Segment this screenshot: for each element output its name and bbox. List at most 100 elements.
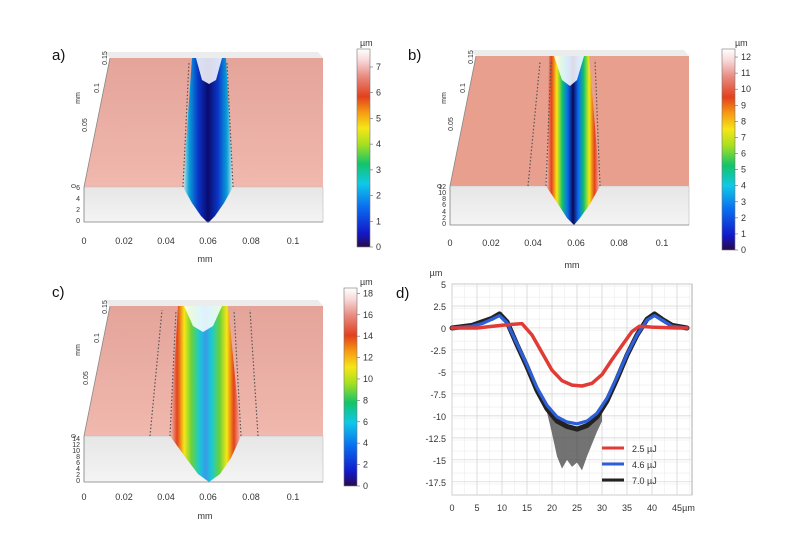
y-axis-label: mm bbox=[75, 92, 82, 104]
y-tick: 0 bbox=[71, 184, 78, 188]
y-axis-line bbox=[83, 305, 111, 437]
y-axis-line bbox=[449, 55, 477, 187]
legend-label: 4.6 µJ bbox=[632, 460, 657, 470]
colorbar-tick-label: 8 bbox=[363, 395, 368, 405]
colorbar-gradient bbox=[721, 48, 736, 251]
panel-a-label: a) bbox=[52, 47, 65, 64]
x-tick: 0 bbox=[81, 492, 86, 502]
y-tick-label: -5 bbox=[438, 368, 446, 378]
y-tick-label: -15 bbox=[433, 456, 446, 466]
y-tick: 0.1 bbox=[460, 83, 467, 93]
colorbar-tick-label: 2 bbox=[376, 191, 381, 201]
colorbar-tick-label: 5 bbox=[376, 113, 381, 123]
y-tick-label: -2.5 bbox=[430, 346, 446, 356]
colorbar-tick-label: 7 bbox=[376, 62, 381, 72]
z-tick: 4 bbox=[76, 196, 80, 203]
z-tick: 4 bbox=[76, 466, 80, 473]
x-tick-label: 45 bbox=[672, 503, 682, 513]
colorbar-unit: µm bbox=[360, 38, 373, 48]
y-tick: 0.1 bbox=[94, 83, 101, 93]
colorbar-tick-label: 7 bbox=[741, 132, 746, 142]
ablation-groove bbox=[170, 306, 241, 482]
z-tick: 0 bbox=[76, 478, 80, 485]
z-tick: 14 bbox=[72, 436, 80, 443]
colorbar-tick-label: 6 bbox=[376, 88, 381, 98]
z-tick: 8 bbox=[442, 196, 446, 203]
colorbar-a: µm 0 1 2 3 4 5 6 7 bbox=[356, 38, 381, 252]
groove-highlight bbox=[184, 306, 222, 332]
colorbar-tick-label: 18 bbox=[363, 288, 373, 298]
y-tick-label: 2.5 bbox=[433, 302, 446, 312]
panel-d-label: d) bbox=[396, 285, 409, 302]
x-tick: 0 bbox=[447, 238, 452, 248]
colorbar-tick-label: 12 bbox=[741, 52, 751, 62]
z-tick: 12 bbox=[438, 184, 446, 191]
z-tick: 0 bbox=[76, 218, 80, 225]
x-axis-label: mm bbox=[198, 511, 213, 521]
x-tick: 0.02 bbox=[482, 238, 500, 248]
panel-b-label: b) bbox=[408, 47, 421, 64]
x-tick: 0.08 bbox=[610, 238, 628, 248]
y-tick: 0.05 bbox=[83, 371, 90, 385]
colorbar-tick-label: 0 bbox=[363, 481, 368, 491]
z-tick: 6 bbox=[442, 202, 446, 209]
colorbar-tick-label: 2 bbox=[363, 460, 368, 470]
z-tick: 2 bbox=[76, 472, 80, 479]
x-tick-label: 35 bbox=[622, 503, 632, 513]
x-tick: 0.06 bbox=[199, 236, 217, 246]
colorbar-gradient bbox=[343, 287, 358, 487]
colorbar-tick-label: 4 bbox=[363, 438, 368, 448]
y-unit-label: µm bbox=[430, 268, 443, 278]
x-axis-label: mm bbox=[565, 260, 580, 270]
y-tick-label: 0 bbox=[441, 324, 446, 334]
legend-label: 7.0 µJ bbox=[632, 476, 657, 486]
colorbar-tick-label: 9 bbox=[741, 100, 746, 110]
panel-b: b) 0 0.02 0.04 0.06 0.08 0.1 mm 0 0.05 0… bbox=[408, 38, 751, 270]
colorbar-tick-label: 0 bbox=[376, 242, 381, 252]
colorbar-tick-label: 6 bbox=[363, 417, 368, 427]
y-tick: 0.15 bbox=[468, 50, 475, 64]
x-tick: 0.04 bbox=[157, 492, 175, 502]
groove-edge-debris bbox=[149, 309, 259, 437]
profile-chart: 0 5 10 15 20 25 30 35 40 45 µm 5 2.5 0 -2.5 -5 -7.5 -10 -1… bbox=[425, 280, 694, 513]
z-tick: 6 bbox=[76, 185, 80, 192]
colorbar-tick-label: 11 bbox=[741, 68, 750, 78]
colorbar-tick-label: 6 bbox=[741, 149, 746, 159]
colorbar-tick-label: 12 bbox=[363, 353, 373, 363]
colorbar-unit: µm bbox=[735, 38, 748, 48]
colorbar-tick-label: 3 bbox=[376, 165, 381, 175]
series-line-0 bbox=[450, 321, 689, 388]
y-tick: 0.1 bbox=[94, 333, 101, 343]
y-axis-line bbox=[83, 57, 111, 188]
y-tick-label: -17.5 bbox=[425, 478, 446, 488]
colorbar-tick-label: 10 bbox=[363, 374, 373, 384]
surface-back-rim bbox=[104, 52, 323, 58]
x-tick-label: 15 bbox=[522, 503, 532, 513]
x-tick: 0.08 bbox=[242, 492, 260, 502]
y-tick: 0 bbox=[71, 434, 78, 438]
colorbar-tick-label: 2 bbox=[741, 213, 746, 223]
colorbar-tick-label: 4 bbox=[741, 181, 746, 191]
colorbar-gradient bbox=[356, 48, 371, 248]
colorbar-unit: µm bbox=[360, 277, 373, 287]
y-tick: 0 bbox=[437, 184, 444, 188]
colorbar-tick-label: 4 bbox=[376, 139, 381, 149]
y-tick-label: 5 bbox=[441, 280, 446, 290]
colorbar-tick-label: 1 bbox=[741, 229, 746, 239]
x-tick-label: 0 bbox=[449, 503, 454, 513]
x-tick: 0.1 bbox=[287, 492, 300, 502]
x-tick: 0.04 bbox=[157, 236, 175, 246]
z-tick: 2 bbox=[76, 207, 80, 214]
y-tick: 0.05 bbox=[448, 117, 455, 131]
x-tick: 0.04 bbox=[524, 238, 542, 248]
y-tick-label: -12.5 bbox=[425, 434, 446, 444]
x-tick: 0.08 bbox=[242, 236, 260, 246]
colorbar-tick-label: 5 bbox=[741, 165, 746, 175]
colorbar-tick-label: 16 bbox=[363, 310, 373, 320]
colorbar-tick-label: 10 bbox=[741, 84, 751, 94]
groove-highlight bbox=[196, 58, 222, 84]
colorbar-tick-label: 0 bbox=[741, 245, 746, 255]
ablation-groove bbox=[183, 58, 233, 223]
x-tick-label: 10 bbox=[497, 503, 507, 513]
